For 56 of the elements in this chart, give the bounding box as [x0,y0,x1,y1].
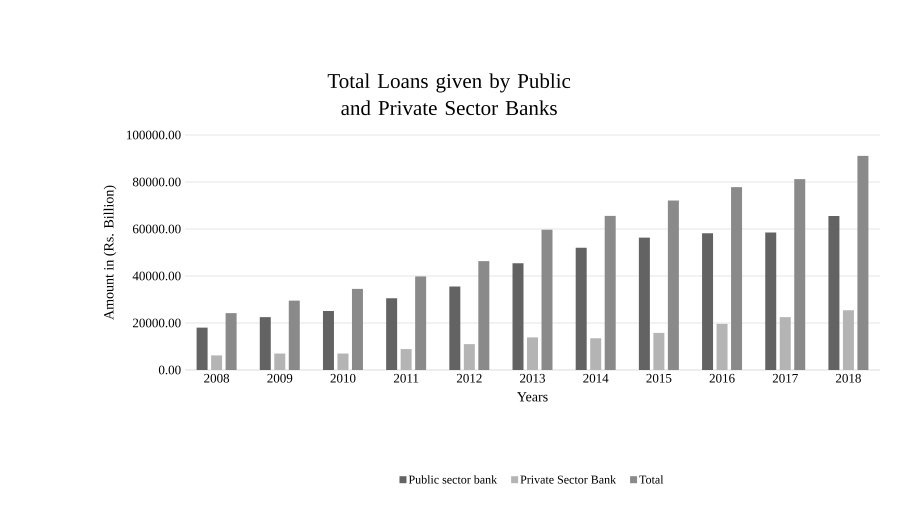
bar [415,276,426,370]
x-tick-label: 2011 [394,374,418,383]
bar [527,337,538,370]
bar [604,216,616,370]
bar [857,156,868,370]
bar [702,233,714,370]
bar [731,187,742,370]
bar [288,300,300,370]
bar [274,354,286,370]
bar [449,286,460,370]
bar [400,349,412,370]
legend-label: Public sector bank [408,475,498,484]
y-tick-label: 40000.00 [132,272,181,280]
y-tick-label: 20000.00 [132,318,181,328]
x-tick-label: 2009 [267,374,292,383]
bar [653,332,664,370]
x-tick-label: 2010 [330,374,356,383]
bar [828,216,840,370]
x-tick-label: 2016 [710,374,735,383]
bar [196,328,208,370]
y-tick-label: 0.00 [158,366,181,374]
bar [780,317,791,370]
bar [794,179,806,370]
bar [638,238,650,370]
bar [590,338,602,370]
bar [542,230,553,370]
bar [668,200,679,370]
x-tick-label: 2012 [456,374,482,383]
x-tick-label: 2013 [520,374,546,383]
bar [765,232,776,370]
x-tick-label: 2018 [836,374,861,383]
legend-label: Private Sector Bank [520,475,616,484]
y-tick-label: 100000.00 [127,130,181,140]
x-tick-label: 2008 [204,374,230,383]
x-tick-label: 2017 [772,374,798,383]
bar [337,354,348,370]
bar [464,344,475,370]
bar [226,313,237,370]
bar [322,311,334,370]
bar [260,317,271,370]
bar [211,355,222,370]
bar [842,310,854,370]
y-tick-label: 80000.00 [132,178,181,186]
bar [478,261,490,370]
y-tick-label: 60000.00 [132,224,181,234]
y-axis-title: Amount in (Rs. Billion) [104,186,116,320]
chart-title: Total Loans given by Public and Private Sector Banks [328,73,570,116]
bar [576,248,587,370]
x-axis-title: Years [517,392,548,402]
bar [352,288,363,370]
x-tick-label: 2014 [583,374,608,383]
x-tick-label: 2015 [646,374,672,383]
bar [386,298,398,370]
bar [512,263,524,370]
legend-label: Total [639,475,664,484]
bar [716,324,728,370]
